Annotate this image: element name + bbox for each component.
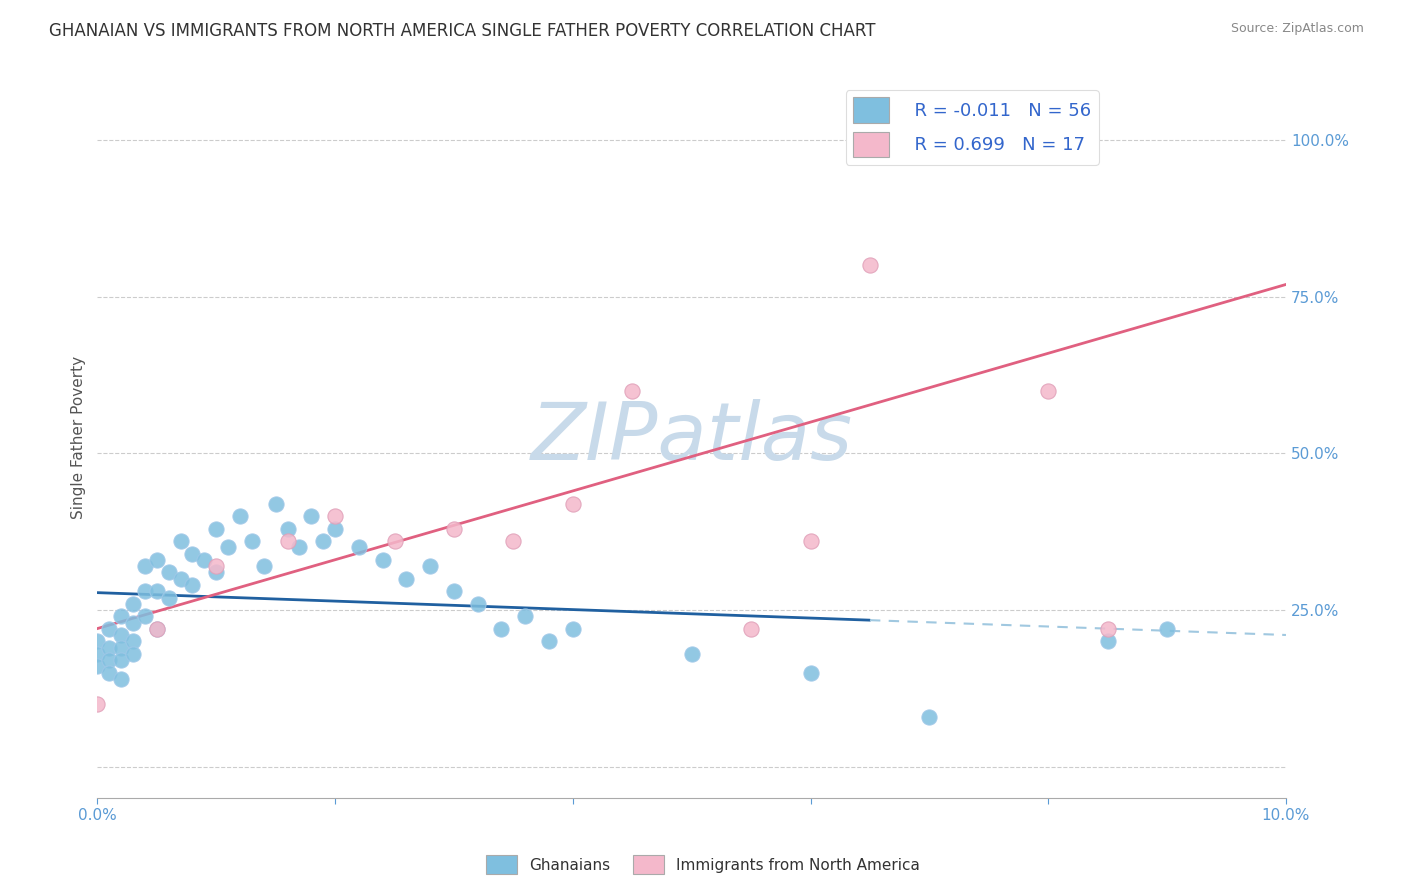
- Point: [491, 622, 513, 636]
- Text: GHANAIAN VS IMMIGRANTS FROM NORTH AMERICA SINGLE FATHER POVERTY CORRELATION CHAR: GHANAIAN VS IMMIGRANTS FROM NORTH AMERIC…: [49, 22, 876, 40]
- Point: [323, 509, 346, 524]
- Legend: Ghanaians, Immigrants from North America: Ghanaians, Immigrants from North America: [481, 849, 925, 880]
- Point: [122, 597, 145, 611]
- Point: [419, 559, 441, 574]
- Point: [859, 259, 882, 273]
- Y-axis label: Single Father Poverty: Single Father Poverty: [72, 356, 86, 519]
- Text: Source: ZipAtlas.com: Source: ZipAtlas.com: [1230, 22, 1364, 36]
- Point: [134, 559, 156, 574]
- Point: [799, 534, 821, 549]
- Point: [110, 640, 132, 655]
- Point: [110, 609, 132, 624]
- Point: [98, 665, 121, 680]
- Point: [86, 634, 108, 648]
- Point: [134, 584, 156, 599]
- Point: [1097, 622, 1119, 636]
- Point: [157, 591, 180, 605]
- Point: [157, 566, 180, 580]
- Point: [918, 145, 941, 160]
- Point: [277, 534, 299, 549]
- Point: [205, 566, 228, 580]
- Point: [134, 609, 156, 624]
- Point: [146, 622, 169, 636]
- Point: [395, 572, 418, 586]
- Point: [146, 584, 169, 599]
- Point: [86, 647, 108, 661]
- Point: [918, 709, 941, 723]
- Point: [98, 640, 121, 655]
- Point: [193, 553, 215, 567]
- Point: [181, 547, 204, 561]
- Point: [240, 534, 263, 549]
- Point: [561, 497, 583, 511]
- Point: [1156, 622, 1178, 636]
- Point: [277, 522, 299, 536]
- Point: [229, 509, 252, 524]
- Point: [384, 534, 406, 549]
- Point: [86, 697, 108, 711]
- Point: [502, 534, 524, 549]
- Point: [146, 622, 169, 636]
- Point: [181, 578, 204, 592]
- Point: [1097, 634, 1119, 648]
- Point: [323, 522, 346, 536]
- Point: [122, 634, 145, 648]
- Point: [264, 497, 287, 511]
- Point: [110, 672, 132, 686]
- Point: [515, 609, 537, 624]
- Point: [621, 384, 644, 398]
- Point: [122, 615, 145, 630]
- Point: [299, 509, 322, 524]
- Point: [443, 584, 465, 599]
- Point: [467, 597, 489, 611]
- Point: [977, 145, 1000, 160]
- Legend:   R = -0.011   N = 56,   R = 0.699   N = 17: R = -0.011 N = 56, R = 0.699 N = 17: [845, 90, 1098, 165]
- Point: [799, 665, 821, 680]
- Point: [217, 541, 239, 555]
- Point: [371, 553, 394, 567]
- Point: [110, 653, 132, 667]
- Point: [98, 622, 121, 636]
- Point: [443, 522, 465, 536]
- Point: [86, 659, 108, 673]
- Point: [561, 622, 583, 636]
- Point: [740, 622, 762, 636]
- Point: [98, 653, 121, 667]
- Point: [312, 534, 335, 549]
- Point: [205, 559, 228, 574]
- Text: ZIPatlas: ZIPatlas: [530, 399, 852, 476]
- Point: [347, 541, 370, 555]
- Point: [122, 647, 145, 661]
- Point: [205, 522, 228, 536]
- Point: [169, 534, 191, 549]
- Point: [110, 628, 132, 642]
- Point: [169, 572, 191, 586]
- Point: [288, 541, 311, 555]
- Point: [681, 647, 703, 661]
- Point: [537, 634, 560, 648]
- Point: [1038, 384, 1060, 398]
- Point: [253, 559, 276, 574]
- Point: [146, 553, 169, 567]
